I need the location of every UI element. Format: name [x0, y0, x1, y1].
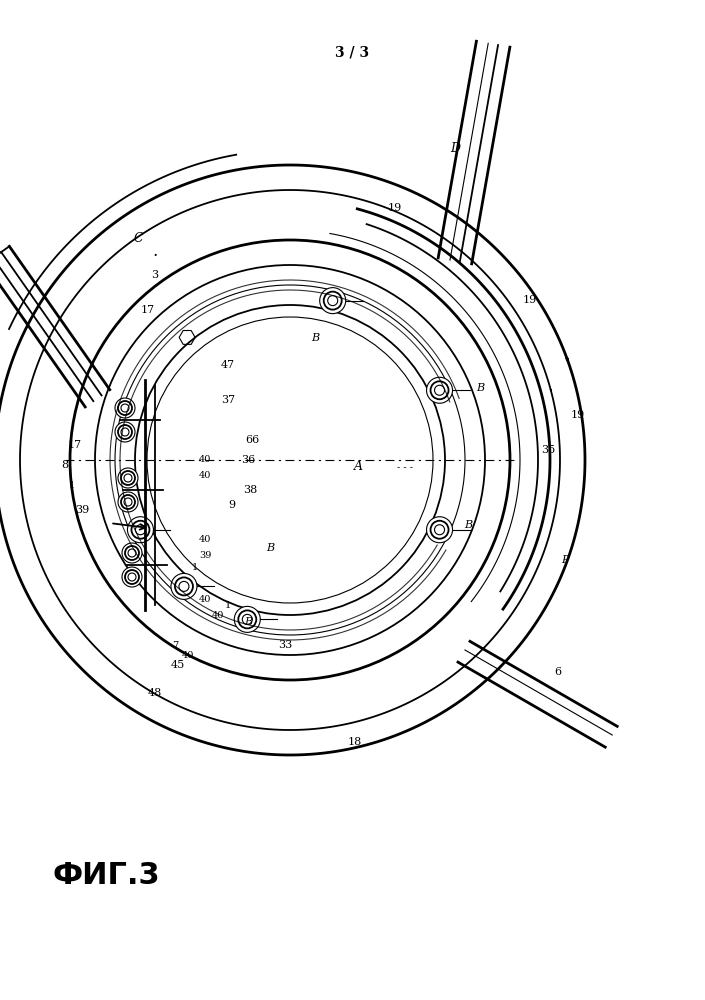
Text: 40: 40: [199, 595, 212, 604]
Text: 1: 1: [69, 481, 75, 489]
Text: 17: 17: [141, 305, 155, 315]
Circle shape: [171, 573, 197, 599]
Text: B: B: [476, 383, 484, 393]
Text: 19: 19: [388, 203, 402, 213]
Circle shape: [434, 385, 445, 395]
Circle shape: [128, 517, 154, 543]
Text: 18: 18: [348, 737, 362, 747]
Text: 40: 40: [199, 471, 212, 480]
Circle shape: [124, 498, 132, 506]
Circle shape: [118, 401, 132, 415]
Circle shape: [122, 543, 142, 563]
Text: 48: 48: [148, 688, 162, 698]
Circle shape: [431, 381, 448, 399]
Text: B: B: [244, 617, 252, 627]
Text: A: A: [353, 460, 362, 474]
Circle shape: [115, 422, 135, 442]
Text: 40: 40: [182, 650, 194, 660]
Circle shape: [124, 474, 132, 482]
Text: 1: 1: [225, 600, 231, 609]
Circle shape: [115, 398, 135, 418]
Text: .: .: [152, 243, 158, 260]
Circle shape: [118, 492, 138, 512]
Text: 6: 6: [554, 667, 562, 677]
Text: B: B: [464, 520, 472, 530]
Circle shape: [122, 567, 142, 587]
Text: 39: 39: [75, 505, 89, 515]
Text: 66: 66: [245, 435, 259, 445]
Circle shape: [434, 525, 445, 535]
Text: 33: 33: [278, 640, 292, 650]
Circle shape: [431, 521, 448, 539]
Circle shape: [328, 296, 338, 306]
Text: B: B: [266, 543, 274, 553]
Circle shape: [427, 377, 453, 403]
Circle shape: [121, 428, 129, 436]
Text: ФИГ.3: ФИГ.3: [53, 860, 161, 890]
Text: 40: 40: [199, 456, 212, 464]
Text: 8: 8: [61, 460, 68, 470]
Text: 36: 36: [241, 455, 255, 465]
Circle shape: [175, 577, 193, 595]
Circle shape: [121, 404, 129, 412]
Text: - - -: - - -: [397, 462, 413, 472]
Text: 35: 35: [541, 445, 555, 455]
Circle shape: [128, 549, 136, 557]
Text: 39: 39: [199, 550, 212, 560]
Circle shape: [118, 468, 138, 488]
Text: 3 / 3: 3 / 3: [335, 45, 369, 59]
Circle shape: [118, 425, 132, 439]
Text: 1: 1: [192, 564, 198, 572]
Text: 45: 45: [171, 660, 185, 670]
Text: 40: 40: [212, 610, 224, 619]
Text: 9: 9: [228, 500, 235, 510]
Circle shape: [131, 521, 149, 539]
Circle shape: [128, 573, 136, 581]
Circle shape: [238, 610, 257, 628]
Text: 7: 7: [172, 641, 178, 650]
Text: D: D: [450, 141, 460, 154]
Circle shape: [319, 288, 345, 314]
Text: 19: 19: [523, 295, 537, 305]
Circle shape: [243, 614, 252, 624]
Text: 38: 38: [243, 485, 257, 495]
Text: 37: 37: [221, 395, 235, 405]
Circle shape: [427, 517, 453, 543]
Text: B: B: [311, 333, 319, 343]
Circle shape: [234, 606, 260, 632]
Text: P: P: [561, 555, 569, 565]
Text: 47: 47: [221, 360, 235, 370]
Text: 3: 3: [152, 270, 159, 280]
Text: C: C: [133, 232, 143, 244]
Circle shape: [121, 471, 135, 485]
Circle shape: [125, 546, 139, 560]
Circle shape: [324, 292, 342, 310]
Text: 17: 17: [68, 440, 82, 450]
Text: 19: 19: [571, 410, 585, 420]
Circle shape: [179, 581, 189, 591]
Circle shape: [135, 525, 145, 535]
Circle shape: [125, 570, 139, 584]
Text: 40: 40: [199, 536, 212, 544]
Circle shape: [121, 495, 135, 509]
